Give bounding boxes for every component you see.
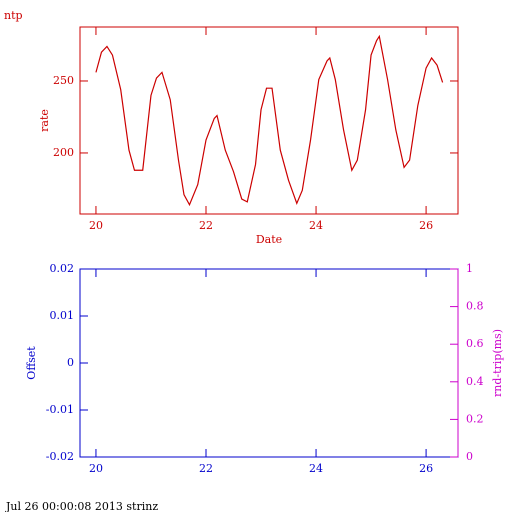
x-tick-label: 20 [89,462,103,475]
x-tick-label: 24 [309,462,323,475]
y-tick-label: 0.01 [50,309,75,322]
y2-tick-label: 0.4 [466,375,484,388]
y2-tick-label: 1 [466,262,473,275]
x-tick-label: 20 [89,219,103,232]
x-tick-label: 26 [419,219,433,232]
x-tick-label: 24 [309,219,323,232]
footer: Jul 26 00:00:08 2013 strinz [5,500,158,512]
x-tick-label: 22 [199,462,213,475]
data-line [95,34,444,207]
y-tick-label: -0.01 [46,403,74,416]
x-axis-label: Date [256,233,282,246]
y2-tick-label: 0.6 [466,337,484,350]
y-tick-label: 0 [67,356,74,369]
plot-frame [79,26,459,215]
y2-axis-label: rnd-trip(ms) [491,329,504,397]
plot-frame [79,268,459,458]
x-tick-label: 26 [419,462,433,475]
y-tick-label: 0.02 [50,262,75,275]
y-axis-label: rate [38,109,51,132]
y-axis-label: Offset [25,346,38,380]
y-tick-label: 200 [53,146,74,159]
y2-tick-label: 0.2 [466,412,484,425]
y2-tick-label: 0 [466,450,473,463]
y-tick-label: -0.02 [46,450,74,463]
chart-title: ntp [4,9,23,22]
x-tick-label: 22 [199,219,213,232]
y-tick-label: 250 [53,74,74,87]
y2-tick-label: 0.8 [466,300,484,313]
